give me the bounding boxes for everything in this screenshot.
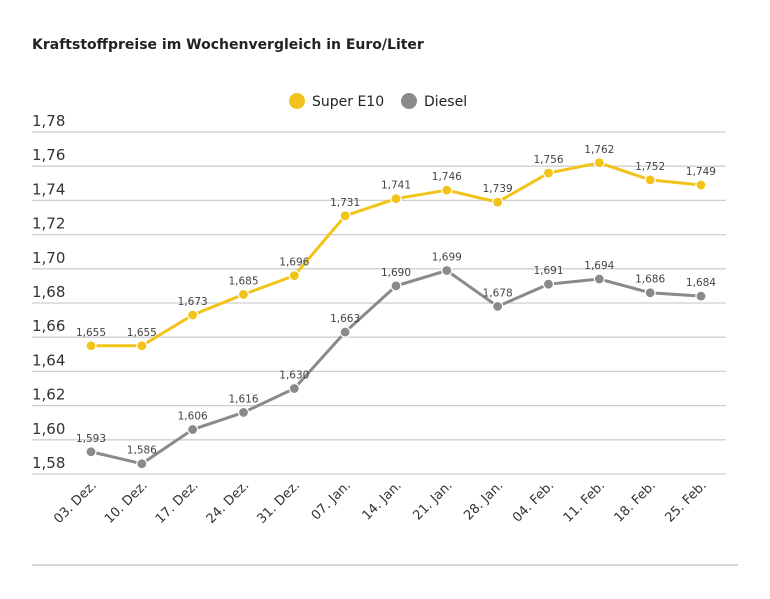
data-point (187, 423, 199, 436)
data-point (339, 326, 351, 338)
data-label: 1,746 (432, 171, 462, 183)
data-point (288, 270, 300, 282)
y-tick-label: 1,66 (32, 317, 65, 335)
data-label: 1,616 (228, 393, 258, 405)
x-tick-label: 24. Dez. (204, 478, 253, 527)
data-point (695, 290, 707, 302)
data-label: 1,739 (483, 183, 513, 195)
x-tick-label: 21. Jan. (410, 478, 455, 523)
data-label: 1,655 (76, 327, 106, 339)
data-label: 1,606 (178, 411, 208, 423)
data-label: 1,696 (279, 257, 309, 269)
x-tick-label: 10. Dez. (102, 478, 151, 527)
x-tick-label: 17. Dez. (153, 478, 202, 527)
data-point (441, 264, 453, 277)
legend-label-0: Super E10 (312, 94, 384, 110)
data-label: 1,762 (584, 144, 614, 156)
data-point (593, 157, 605, 169)
data-point (136, 340, 148, 352)
data-label: 1,663 (330, 313, 360, 325)
data-point (288, 382, 300, 395)
data-label: 1,686 (635, 274, 665, 286)
x-tick-label: 18. Feb. (612, 478, 659, 525)
data-point (492, 196, 504, 208)
data-point (85, 446, 97, 458)
x-tick-label: 25. Feb. (662, 478, 709, 525)
data-label: 1,699 (432, 252, 462, 264)
data-point (237, 288, 250, 301)
data-label: 1,690 (381, 267, 411, 279)
data-label: 1,752 (635, 161, 665, 173)
y-tick-label: 1,76 (32, 146, 65, 164)
data-point (593, 273, 605, 285)
legend-marker-1 (401, 93, 417, 109)
data-point (644, 174, 656, 186)
data-point (390, 193, 402, 205)
data-label: 1,586 (127, 445, 157, 457)
data-label: 1,694 (584, 260, 614, 272)
data-label: 1,756 (533, 154, 563, 166)
data-label: 1,691 (533, 265, 563, 277)
data-label: 1,684 (686, 277, 716, 289)
data-point (542, 167, 555, 179)
data-label: 1,593 (76, 433, 106, 445)
data-point (542, 278, 555, 290)
x-tick-label: 07. Jan. (309, 478, 354, 523)
legend-label-1: Diesel (424, 94, 467, 110)
data-point (339, 210, 351, 222)
x-tick-label: 11. Feb. (561, 478, 608, 525)
y-tick-label: 1,62 (32, 386, 65, 404)
y-tick-label: 1,70 (32, 249, 65, 267)
y-tick-label: 1,64 (32, 351, 65, 369)
y-tick-label: 1,68 (32, 283, 65, 301)
data-label: 1,678 (483, 287, 513, 299)
x-tick-label: 28. Jan. (461, 478, 506, 523)
y-tick-label: 1,58 (32, 454, 65, 472)
data-point (441, 184, 453, 196)
data-point (695, 179, 707, 191)
data-label: 1,731 (330, 197, 360, 209)
data-label: 1,673 (178, 296, 208, 308)
y-tick-label: 1,60 (32, 420, 65, 438)
x-tick-label: 03. Dez. (51, 478, 100, 527)
y-tick-label: 1,72 (32, 215, 65, 233)
data-label: 1,655 (127, 327, 157, 339)
data-label: 1,630 (279, 370, 309, 382)
data-point (492, 300, 504, 313)
data-point (237, 406, 250, 419)
x-tick-label: 14. Jan. (360, 478, 405, 523)
y-tick-label: 1,74 (32, 180, 65, 198)
data-point (644, 287, 656, 299)
x-tick-label: 31. Dez. (255, 478, 304, 527)
data-point (85, 340, 97, 352)
legend-marker-0 (289, 93, 305, 109)
chart-title: Kraftstoffpreise im Wochenvergleich in E… (32, 37, 424, 53)
data-point (187, 309, 199, 321)
data-label: 1,749 (686, 166, 716, 178)
data-label: 1,685 (228, 275, 258, 287)
data-point (136, 458, 148, 470)
data-label: 1,741 (381, 180, 411, 192)
y-tick-label: 1,78 (32, 112, 65, 130)
data-point (390, 280, 402, 292)
x-tick-label: 04. Feb. (510, 478, 557, 525)
